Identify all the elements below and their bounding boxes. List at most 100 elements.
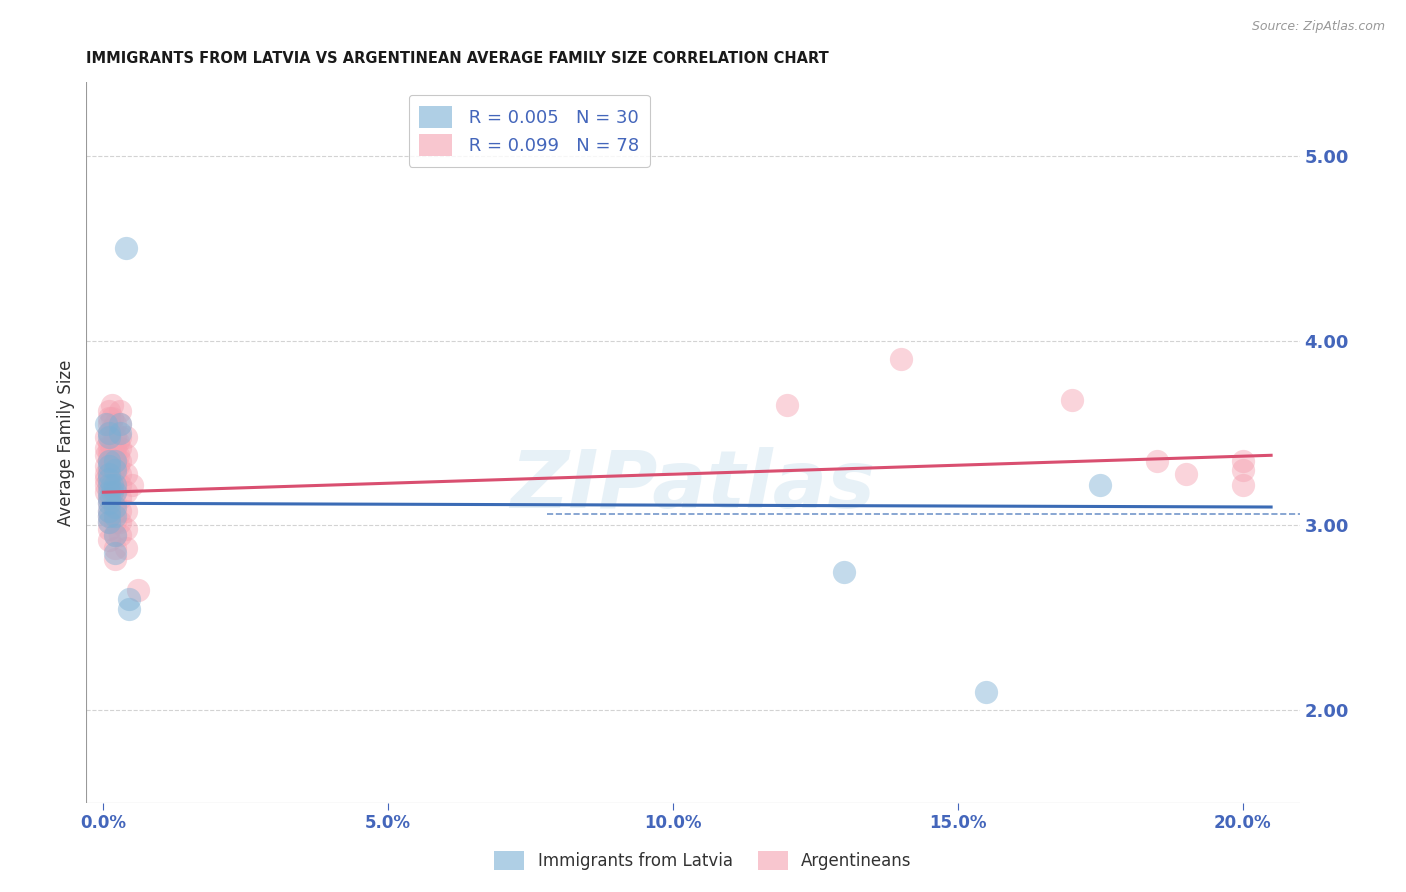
- Point: [101, 485, 124, 500]
- Point: [98, 472, 121, 486]
- Point: [104, 485, 127, 500]
- Point: [104, 541, 127, 555]
- Point: [118, 592, 141, 607]
- Point: [104, 441, 127, 455]
- Point: [110, 467, 132, 481]
- Point: [110, 426, 132, 441]
- Point: [104, 551, 127, 566]
- Point: [1232, 463, 1254, 477]
- Point: [98, 478, 121, 492]
- Point: [98, 472, 121, 486]
- Point: [98, 467, 121, 481]
- Point: [98, 411, 121, 425]
- Point: [96, 467, 118, 481]
- Point: [121, 478, 143, 492]
- Point: [1146, 454, 1168, 468]
- Point: [110, 454, 132, 468]
- Point: [104, 467, 127, 481]
- Point: [104, 417, 127, 431]
- Point: [98, 533, 121, 548]
- Point: [98, 485, 121, 500]
- Point: [104, 430, 127, 444]
- Point: [115, 430, 138, 444]
- Point: [98, 515, 121, 529]
- Point: [115, 541, 138, 555]
- Point: [115, 241, 138, 255]
- Point: [98, 454, 121, 468]
- Point: [98, 522, 121, 536]
- Point: [107, 459, 129, 474]
- Point: [98, 459, 121, 474]
- Point: [98, 491, 121, 505]
- Point: [98, 515, 121, 529]
- Point: [110, 404, 132, 418]
- Point: [974, 685, 997, 699]
- Text: Source: ZipAtlas.com: Source: ZipAtlas.com: [1251, 20, 1385, 33]
- Point: [96, 459, 118, 474]
- Point: [98, 509, 121, 524]
- Point: [98, 485, 121, 500]
- Point: [98, 504, 121, 518]
- Point: [104, 463, 127, 477]
- Point: [104, 485, 127, 500]
- Text: ZIPatlas: ZIPatlas: [510, 447, 876, 524]
- Point: [96, 485, 118, 500]
- Point: [115, 504, 138, 518]
- Point: [110, 504, 132, 518]
- Point: [115, 467, 138, 481]
- Point: [98, 435, 121, 450]
- Point: [98, 463, 121, 477]
- Point: [104, 515, 127, 529]
- Point: [115, 485, 138, 500]
- Point: [115, 522, 138, 536]
- Point: [110, 491, 132, 505]
- Point: [98, 448, 121, 462]
- Point: [98, 441, 121, 455]
- Point: [110, 478, 132, 492]
- Point: [98, 496, 121, 510]
- Point: [110, 527, 132, 541]
- Point: [98, 404, 121, 418]
- Point: [1090, 478, 1112, 492]
- Point: [110, 417, 132, 431]
- Point: [101, 398, 124, 412]
- Point: [104, 459, 127, 474]
- Point: [101, 411, 124, 425]
- Point: [98, 509, 121, 524]
- Y-axis label: Average Family Size: Average Family Size: [58, 359, 75, 525]
- Point: [96, 478, 118, 492]
- Point: [98, 496, 121, 510]
- Legend: Immigrants from Latvia, Argentineans: Immigrants from Latvia, Argentineans: [488, 844, 918, 877]
- Point: [101, 478, 124, 492]
- Point: [110, 515, 132, 529]
- Point: [96, 441, 118, 455]
- Point: [98, 491, 121, 505]
- Point: [101, 467, 124, 481]
- Text: IMMIGRANTS FROM LATVIA VS ARGENTINEAN AVERAGE FAMILY SIZE CORRELATION CHART: IMMIGRANTS FROM LATVIA VS ARGENTINEAN AV…: [86, 51, 830, 66]
- Point: [98, 426, 121, 441]
- Point: [98, 426, 121, 441]
- Point: [104, 546, 127, 560]
- Point: [110, 430, 132, 444]
- Point: [118, 601, 141, 615]
- Point: [107, 448, 129, 462]
- Point: [104, 527, 127, 541]
- Point: [832, 565, 855, 579]
- Point: [104, 454, 127, 468]
- Point: [104, 504, 127, 518]
- Point: [101, 454, 124, 468]
- Point: [101, 422, 124, 436]
- Point: [104, 448, 127, 462]
- Point: [104, 500, 127, 514]
- Point: [98, 467, 121, 481]
- Point: [98, 478, 121, 492]
- Point: [1060, 392, 1083, 407]
- Point: [107, 435, 129, 450]
- Point: [1232, 478, 1254, 492]
- Point: [98, 417, 121, 431]
- Point: [127, 583, 149, 598]
- Point: [110, 417, 132, 431]
- Point: [104, 496, 127, 510]
- Point: [98, 504, 121, 518]
- Point: [96, 417, 118, 431]
